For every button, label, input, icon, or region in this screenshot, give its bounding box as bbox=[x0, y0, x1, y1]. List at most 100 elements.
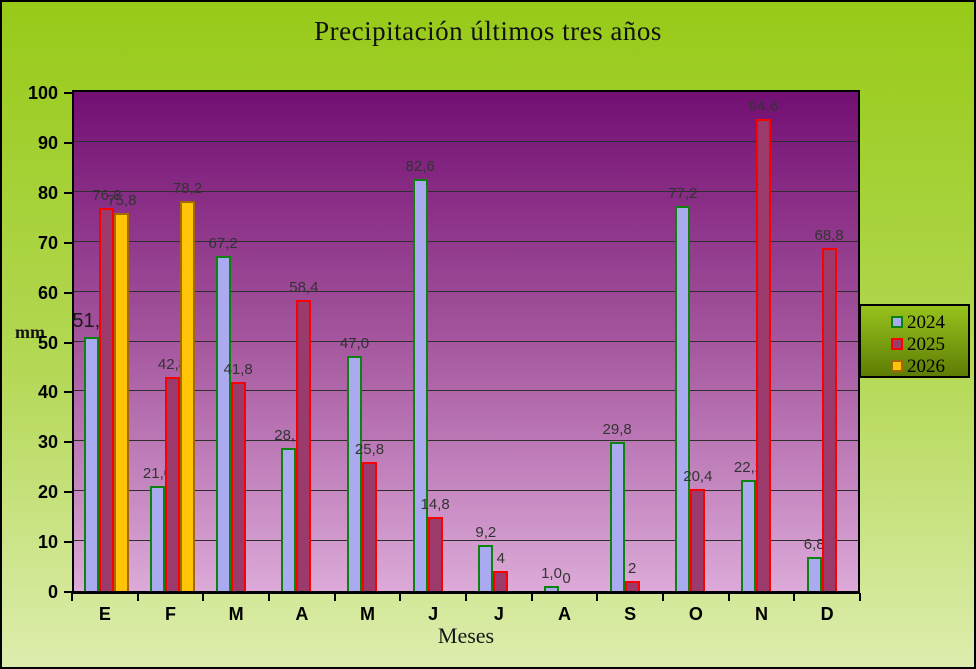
bar-2024-J5 bbox=[412, 178, 428, 591]
y-axis-tick-label: 60 bbox=[37, 282, 58, 303]
bar-2026-F1 bbox=[180, 200, 195, 591]
x-axis-category-label: F bbox=[164, 604, 176, 624]
y-axis-tick-label: 100 bbox=[27, 83, 58, 103]
x-axis-category-label: M bbox=[359, 604, 375, 624]
y-axis-tick bbox=[64, 491, 73, 494]
legend-item-2025: 2025 bbox=[891, 333, 968, 355]
bar-label: 29,8 bbox=[602, 421, 632, 439]
bar-2025-J6 bbox=[493, 571, 509, 591]
gridline bbox=[74, 140, 858, 142]
y-axis-tick bbox=[64, 541, 73, 544]
bar-2025-N10 bbox=[756, 118, 771, 591]
x-axis-category-label: S bbox=[624, 604, 637, 624]
bar-2025-A3 bbox=[296, 299, 312, 591]
gridline bbox=[74, 390, 858, 392]
bar-label: 0 bbox=[562, 570, 571, 587]
x-axis-tick bbox=[71, 593, 73, 601]
legend-label: 2024 bbox=[907, 311, 945, 333]
x-axis-tick bbox=[596, 593, 599, 601]
legend-item-2024: 2024 bbox=[891, 311, 968, 333]
bar-label: 28,6 bbox=[274, 427, 304, 445]
y-axis-tick bbox=[64, 92, 73, 94]
bar-label: 1,0 bbox=[541, 565, 562, 583]
x-axis-category-label: A bbox=[295, 604, 309, 624]
bar-2025-O9 bbox=[690, 489, 706, 591]
x-axis-category-label: A bbox=[557, 604, 571, 624]
bar-2024-S8 bbox=[609, 442, 625, 591]
bar-label: 77,2 bbox=[668, 184, 698, 202]
y-axis-tick bbox=[64, 141, 73, 144]
legend-marker-icon bbox=[891, 316, 903, 328]
gridline bbox=[74, 340, 858, 342]
legend-label: 2025 bbox=[907, 333, 945, 355]
x-axis-tick bbox=[333, 593, 336, 601]
gridline bbox=[74, 440, 858, 442]
bar-label: 68,8 bbox=[814, 226, 844, 244]
bar-label: 58,4 bbox=[289, 278, 319, 296]
x-axis-category-label: J bbox=[428, 604, 439, 624]
bar-label: 76,8 bbox=[92, 186, 122, 204]
bar-label: 21,0 bbox=[142, 465, 173, 483]
y-axis-tick bbox=[64, 341, 73, 344]
x-axis-tick bbox=[662, 593, 664, 601]
x-axis-tick bbox=[136, 593, 139, 601]
bar-2025-J5 bbox=[427, 517, 443, 591]
bar-2024-J6 bbox=[478, 545, 494, 591]
y-axis-tick bbox=[64, 241, 73, 244]
legend: 2024 2025 2026 bbox=[859, 304, 970, 378]
x-axis-category-label: N bbox=[754, 604, 768, 624]
bar-2025-S8 bbox=[624, 581, 640, 591]
x-axis-tick bbox=[399, 593, 402, 601]
y-axis-tick-label: 10 bbox=[37, 532, 58, 553]
legend-marker-icon bbox=[891, 338, 903, 350]
y-axis-tick bbox=[64, 391, 73, 394]
x-axis-tick bbox=[202, 593, 205, 601]
bar-label: 20,4 bbox=[683, 468, 713, 486]
bar-2025-M2 bbox=[230, 382, 246, 591]
bar-label: 6,8 bbox=[803, 536, 825, 554]
y-axis-tick bbox=[64, 291, 73, 294]
bar-2026-E0 bbox=[114, 212, 130, 591]
x-axis-tick bbox=[793, 593, 796, 601]
gridline bbox=[74, 240, 858, 242]
x-axis-tick bbox=[859, 593, 861, 601]
y-axis-tick-label: 0 bbox=[47, 582, 58, 602]
bar-label: 94,6 bbox=[748, 97, 779, 115]
bar-label: 82,6 bbox=[405, 157, 435, 175]
bar-2024-M2 bbox=[215, 255, 231, 591]
bar-label: 14,8 bbox=[420, 496, 450, 514]
y-axis-tick bbox=[64, 591, 73, 593]
y-axis-tick-label: 50 bbox=[37, 332, 58, 353]
legend-label: 2026 bbox=[907, 355, 945, 377]
bar-2024-F1 bbox=[150, 486, 165, 591]
bar-label: 2 bbox=[627, 560, 637, 578]
plot-area: 51,0 21,0 67,2 28,6 47,0 82,6 9,2 1,0 29,8 77,2 22… bbox=[72, 90, 860, 594]
bar-2025-E0 bbox=[99, 207, 115, 591]
bar-label: 78,2 bbox=[172, 179, 203, 197]
bar-label: 67,2 bbox=[208, 234, 238, 252]
x-axis-category-label: O bbox=[688, 604, 703, 624]
x-axis-tick bbox=[727, 593, 730, 601]
bar-label: 75,8 bbox=[107, 191, 137, 209]
x-axis-category-label: E bbox=[98, 604, 111, 624]
x-axis-category-label: M bbox=[228, 604, 244, 624]
y-axis-tick-label: 90 bbox=[37, 132, 58, 153]
y-axis-tick-label: 20 bbox=[37, 482, 58, 503]
y-axis-tick bbox=[64, 441, 73, 444]
bar-label: 41,8 bbox=[223, 361, 253, 379]
y-axis-tick-label: 40 bbox=[37, 382, 58, 403]
y-axis-tick bbox=[64, 191, 73, 194]
legend-marker-icon bbox=[891, 360, 903, 372]
gridline bbox=[74, 290, 858, 292]
x-axis-tick bbox=[530, 593, 533, 601]
bar-2024-A7 bbox=[544, 586, 559, 591]
bar-2025-F1 bbox=[165, 377, 180, 591]
gridline bbox=[74, 540, 858, 542]
bar-label: 25,8 bbox=[354, 441, 385, 459]
bar-2025-M4 bbox=[362, 462, 377, 591]
gridline bbox=[74, 490, 858, 492]
y-axis-title: mm bbox=[15, 322, 45, 342]
chart-title: Precipitación últimos tres años bbox=[314, 16, 662, 46]
gridline bbox=[74, 190, 858, 192]
